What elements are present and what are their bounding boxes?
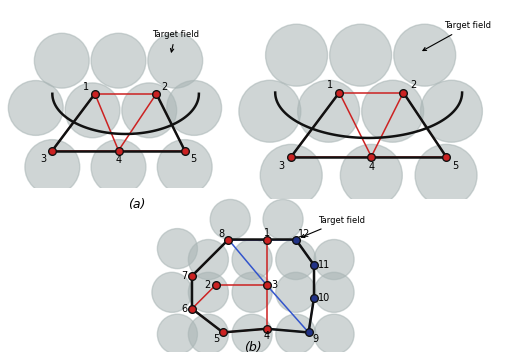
Text: (a): (a) xyxy=(128,198,145,211)
Text: 2: 2 xyxy=(410,79,416,90)
Text: 4: 4 xyxy=(368,162,374,172)
Circle shape xyxy=(340,145,402,206)
Circle shape xyxy=(314,314,354,354)
Circle shape xyxy=(9,80,63,135)
Circle shape xyxy=(297,80,360,142)
Text: (b): (b) xyxy=(244,341,261,354)
Text: 11: 11 xyxy=(318,260,330,270)
Circle shape xyxy=(232,240,272,279)
Circle shape xyxy=(188,272,228,312)
Circle shape xyxy=(276,314,316,354)
Text: 9: 9 xyxy=(313,334,319,344)
Circle shape xyxy=(158,314,197,354)
Circle shape xyxy=(260,145,322,206)
Text: 3: 3 xyxy=(272,280,278,290)
Text: 2: 2 xyxy=(205,280,211,290)
Circle shape xyxy=(188,240,228,279)
Circle shape xyxy=(25,140,80,194)
Circle shape xyxy=(188,314,228,354)
Circle shape xyxy=(167,80,222,135)
Text: 7: 7 xyxy=(181,271,187,281)
Circle shape xyxy=(122,83,177,138)
Text: Target field: Target field xyxy=(423,21,491,51)
Circle shape xyxy=(158,229,197,269)
Circle shape xyxy=(276,240,316,279)
Text: 2: 2 xyxy=(162,82,168,92)
Circle shape xyxy=(314,240,354,279)
Text: 3: 3 xyxy=(41,154,47,164)
Circle shape xyxy=(148,33,203,88)
Text: 4: 4 xyxy=(116,155,122,165)
Circle shape xyxy=(34,33,89,88)
Circle shape xyxy=(210,199,250,240)
Circle shape xyxy=(314,272,354,312)
Circle shape xyxy=(415,145,477,206)
Circle shape xyxy=(421,80,482,142)
Circle shape xyxy=(239,80,301,142)
Circle shape xyxy=(152,272,192,312)
Circle shape xyxy=(276,272,316,312)
Text: 1: 1 xyxy=(327,79,333,90)
Circle shape xyxy=(330,24,391,86)
Circle shape xyxy=(263,199,303,240)
Text: Target field: Target field xyxy=(152,30,199,52)
Circle shape xyxy=(65,83,120,138)
Circle shape xyxy=(157,140,212,194)
Circle shape xyxy=(91,140,146,194)
Circle shape xyxy=(266,24,328,86)
Circle shape xyxy=(232,314,272,354)
Text: 5: 5 xyxy=(190,154,196,164)
Circle shape xyxy=(232,272,272,312)
Circle shape xyxy=(394,24,456,86)
Circle shape xyxy=(91,33,146,88)
Text: 1: 1 xyxy=(83,82,89,92)
Text: 6: 6 xyxy=(181,304,187,314)
Text: Target field: Target field xyxy=(301,216,365,237)
Circle shape xyxy=(362,80,424,142)
Text: 10: 10 xyxy=(318,293,330,303)
Text: 12: 12 xyxy=(297,229,310,239)
Text: 1: 1 xyxy=(264,228,270,238)
Text: 3: 3 xyxy=(279,161,285,171)
Text: 8: 8 xyxy=(218,229,224,239)
Text: 5: 5 xyxy=(213,334,220,344)
Text: 5: 5 xyxy=(452,161,459,171)
Text: 4: 4 xyxy=(264,331,270,341)
